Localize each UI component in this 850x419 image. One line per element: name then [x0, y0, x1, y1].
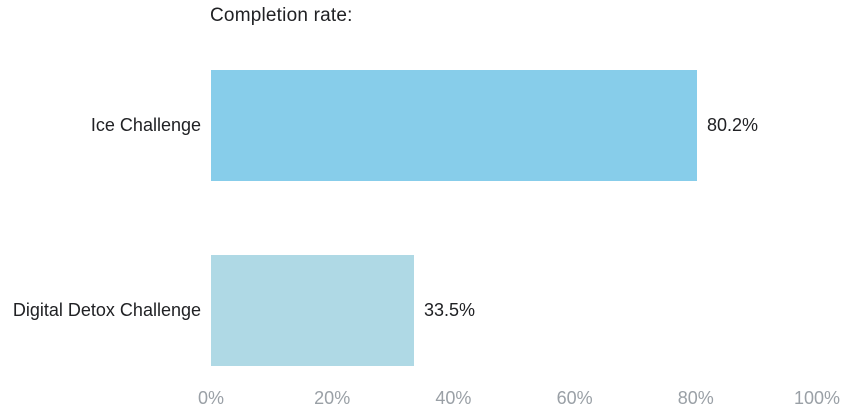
x-tick-60pct: 60% — [556, 388, 593, 408]
value-label-ice-challenge: 80.2% — [707, 115, 759, 135]
x-tick-20pct: 20% — [314, 388, 351, 408]
bar-digital-detox-challenge — [211, 255, 414, 366]
category-label-ice-challenge: Ice Challenge — [90, 115, 201, 135]
x-tick-40pct: 40% — [435, 388, 472, 408]
value-label-digital-detox-challenge: 33.5% — [424, 300, 476, 320]
chart-title: Completion rate: — [210, 5, 353, 26]
x-tick-0pct: 0% — [197, 388, 225, 408]
bar-ice-challenge — [211, 70, 697, 181]
category-label-digital-detox-challenge: Digital Detox Challenge — [12, 300, 201, 320]
x-tick-80pct: 80% — [677, 388, 714, 408]
x-tick-100pct: 100% — [793, 388, 841, 408]
